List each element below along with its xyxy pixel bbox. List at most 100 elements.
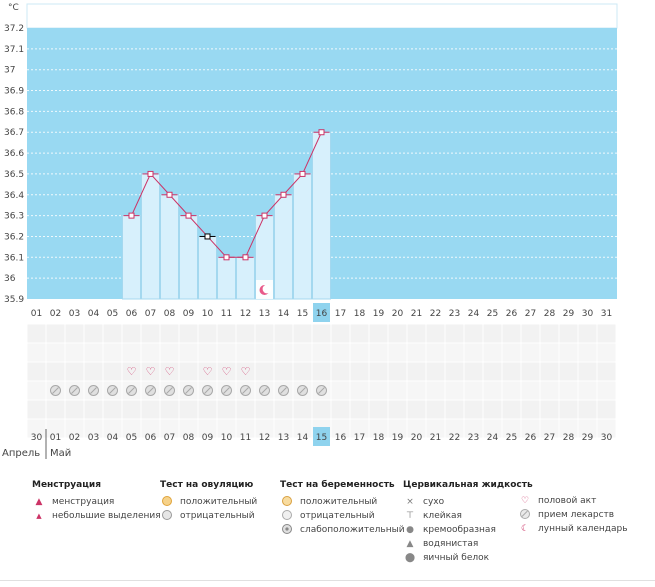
grid-cell [274,400,293,419]
grid-cell [559,419,578,438]
grid-cell [388,419,407,438]
grid-cell [350,362,369,381]
grid-cell [84,343,103,362]
grid-cell [369,343,388,362]
legend-title: Цервикальная жидкость [403,480,533,490]
grid-cell [388,362,407,381]
grid-cell [483,419,502,438]
grid-cell [160,324,179,343]
pill-icon-line [242,387,249,394]
today-highlight [313,427,330,446]
calendar-date-label: 29 [582,433,594,443]
grid-cell [521,343,540,362]
cycle-day-label: 09 [183,309,195,319]
grid-cell [502,362,521,381]
grid-cell [369,419,388,438]
temperature-point [280,191,287,198]
grid-cell [597,419,616,438]
grid-cell [160,362,179,381]
calendar-date-label: 11 [240,433,251,443]
calendar-date-label: 10 [221,433,233,443]
temperature-point [223,254,230,261]
grid-cell [559,362,578,381]
sticky-icon: ⊤ [406,511,414,521]
grid-cell [407,381,426,400]
grid-cell [179,362,198,381]
temperature-point [185,212,192,219]
calendar-date-label: 17 [354,433,365,443]
y-tick-label: 36.9 [4,87,24,97]
calendar-date-label: 30 [31,433,43,443]
grid-cell [540,343,559,362]
temperature-point [318,129,325,136]
legend-item: × сухо [403,495,533,509]
grid-cell [369,400,388,419]
cycle-day-label: 10 [202,309,214,319]
current-day-highlight [313,303,330,322]
pill-icon-line [52,387,59,394]
cycle-day-label: 13 [259,309,270,319]
legend-label: водянистая [423,539,479,549]
grid-cell [521,362,540,381]
grid-cell [578,324,597,343]
legend: Менструация ▲ менструация ▲ небольшие выде… [0,480,655,580]
pill-icon-line [318,387,325,394]
grid-cell [388,324,407,343]
cycle-day-label: 20 [392,309,404,319]
grid-cell [84,419,103,438]
cycle-day-label: 14 [278,309,290,319]
y-tick-label: 36.5 [4,170,24,180]
grid-cell [27,324,46,343]
y-tick-label: 36.6 [4,149,24,159]
calendar-date-label: 08 [183,433,195,443]
grid-cell [122,362,141,381]
pill-icon-line [185,387,192,394]
legend-item: ⊤ клейкая [403,509,533,523]
cycle-day-label: 29 [563,309,575,319]
legend-cervical: Цервикальная жидкость × сухо ⊤ клейкая ● кр… [403,480,533,565]
grid-cell [464,381,483,400]
grid-cell [350,419,369,438]
grid-cell [293,362,312,381]
pill-icon-line [223,387,230,394]
grid-cell [65,419,84,438]
grid-cell [521,381,540,400]
legend-label: слабоположительный [300,525,405,535]
cycle-day-label: 05 [107,309,118,319]
temperature-point [128,212,135,219]
y-tick-label: 37.2 [4,24,24,34]
legend-label: положительный [180,497,258,507]
grid-cell [597,362,616,381]
grid-cell [122,343,141,362]
calendar-date-label: 18 [373,433,385,443]
egg-white-icon: ⬤ [404,553,416,563]
month-label: Апрель [2,448,40,459]
legend-menstruation: Менструация ▲ менструация ▲ небольшие выде… [32,480,161,523]
cycle-day-label: 12 [240,309,251,319]
cycle-day-label: 11 [221,309,232,319]
grid-cell [369,381,388,400]
grid-cell [350,324,369,343]
grid-cell [103,324,122,343]
y-tick-label: 36.7 [4,128,24,138]
calendar-date-label: 30 [601,433,613,443]
temperature-bar [312,131,331,300]
grid-cell [217,419,236,438]
calendar-date-label: 02 [69,433,80,443]
temperature-bar [274,194,293,300]
legend-item: ▲ водянистая [403,537,533,551]
temperature-point [242,254,249,261]
grid-cell [407,343,426,362]
grid-cell [331,419,350,438]
legend-item: ⬤ яичный белок [403,551,533,565]
grid-cell [369,324,388,343]
grid-cell [46,362,65,381]
grid-cell [65,343,84,362]
cycle-day-label: 02 [50,309,61,319]
grid-cell [388,381,407,400]
legend-item: слабоположительный [280,523,405,537]
grid-cell [445,419,464,438]
grid-cell [46,419,65,438]
cycle-day-label: 04 [88,309,100,319]
cycle-day-label: 15 [297,309,308,319]
